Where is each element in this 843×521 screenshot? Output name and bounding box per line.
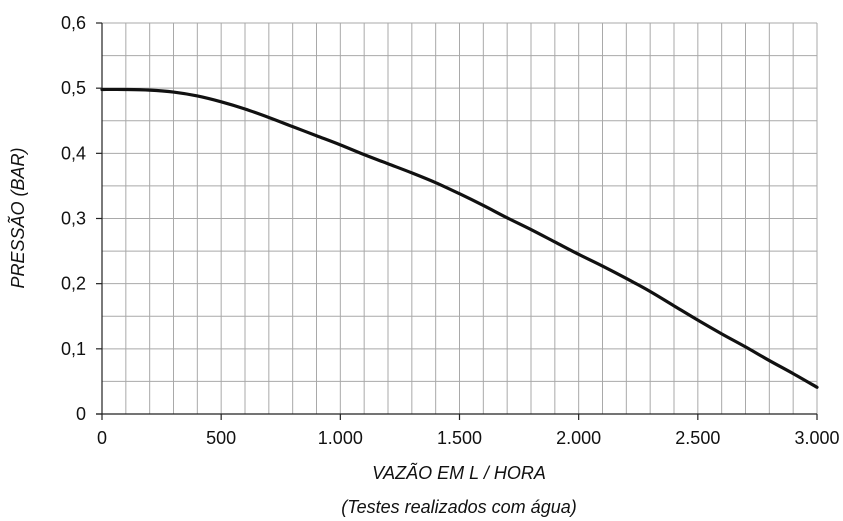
y-tick-label: 0,2	[61, 274, 86, 294]
x-tick-label: 1.500	[437, 428, 482, 448]
x-tick-label: 1.000	[318, 428, 363, 448]
y-tick-label: 0	[76, 404, 86, 424]
x-tick-label: 0	[97, 428, 107, 448]
y-tick-label: 0,4	[61, 143, 86, 163]
series-layer	[100, 87, 819, 389]
y-tick-label: 0,5	[61, 78, 86, 98]
y-tick-label: 0,6	[61, 13, 86, 33]
y-tick-label: 0,3	[61, 209, 86, 229]
x-axis-title: VAZÃO EM L / HORA	[372, 462, 546, 483]
x-tick-label: 2.500	[675, 428, 720, 448]
x-tick-label: 500	[206, 428, 236, 448]
y-tick-label: 0,1	[61, 339, 86, 359]
x-tick-label: 2.000	[556, 428, 601, 448]
y-axis-ticks: 0 0,1 0,2 0,3 0,4 0,5 0,6	[61, 13, 102, 424]
x-axis-ticks: 0 500 1.000 1.500 2.000 2.500 3.000	[97, 414, 840, 448]
x-tick-label: 3.000	[794, 428, 839, 448]
x-axis-note: (Testes realizados com água)	[341, 497, 576, 517]
pressure-curve	[100, 87, 819, 389]
y-axis-title: PRESSÃO (BAR)	[7, 147, 28, 288]
grid-major	[102, 22, 817, 415]
